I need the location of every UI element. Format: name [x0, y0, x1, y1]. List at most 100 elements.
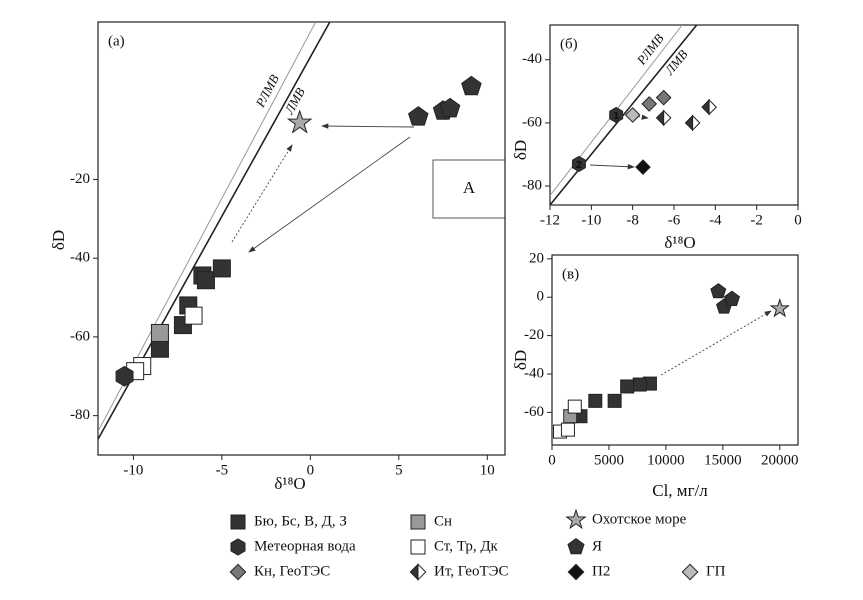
diamond-marker [681, 563, 699, 581]
line-label: ЛМВ [281, 85, 308, 117]
x-axis-label: δ¹⁸O [274, 474, 305, 493]
pentagon-marker [567, 537, 585, 555]
diamond-marker [641, 96, 658, 112]
line-label: РЛМВ [633, 31, 667, 68]
square-marker [196, 271, 215, 290]
y-axis-label: δD [511, 350, 530, 370]
y-tick-label: 0 [537, 289, 545, 305]
y-tick-label: -40 [524, 365, 544, 381]
legend-label: Я [592, 538, 602, 554]
y-tick-label: -40 [70, 250, 90, 266]
x-tick-label: -8 [626, 212, 639, 228]
square-marker [607, 393, 622, 408]
x-tick-label: -10 [123, 462, 143, 478]
half-diamond-marker [701, 98, 717, 116]
x-tick-label: 0 [794, 212, 802, 228]
pentagon-marker [710, 283, 727, 299]
star-marker [565, 508, 587, 530]
legend-label: ГП [706, 563, 726, 579]
x-tick-label: 20000 [761, 452, 799, 468]
x-axis-label: δ¹⁸O [664, 233, 695, 252]
legend-label: Ст, Тр, Дк [434, 538, 499, 554]
x-axis-label: Cl, мг/л [652, 481, 708, 500]
y-tick-label: -20 [70, 171, 90, 187]
x-tick-label: -4 [709, 212, 722, 228]
line-label: ЛМВ [661, 47, 691, 79]
x-tick-label: -12 [540, 212, 560, 228]
legend-label: Ит, ГеоТЭС [434, 563, 509, 579]
half-diamond-marker [684, 114, 701, 132]
star-marker [769, 298, 790, 318]
square-marker [410, 539, 426, 555]
half-diamond-marker [655, 109, 672, 127]
half-diamond-marker [409, 563, 427, 581]
x-tick-label: 10000 [647, 452, 685, 468]
hexagon-marker [230, 538, 246, 556]
x-tick-label: 10 [480, 462, 495, 478]
legend-label: Бю, Бс, В, Д, З [254, 513, 347, 529]
half-right [692, 114, 701, 132]
square-marker [150, 323, 169, 342]
x-tick-label: -5 [216, 462, 229, 478]
panel-label: (б) [560, 36, 578, 52]
plot-frame [551, 254, 799, 446]
hexagon-marker [609, 106, 624, 124]
diamond-marker [655, 89, 672, 106]
arrow [231, 144, 293, 243]
y-tick-label: -60 [522, 114, 542, 130]
y-tick-label: -40 [522, 51, 542, 67]
pentagon-marker [408, 106, 429, 126]
square-marker [632, 377, 647, 392]
x-tick-label: 0 [548, 452, 556, 468]
diamond-marker [624, 107, 641, 123]
pentagon-marker [723, 290, 740, 306]
arrow [248, 136, 411, 253]
square-marker [560, 422, 575, 437]
x-tick-label: 15000 [704, 452, 742, 468]
pentagon-marker [461, 75, 482, 96]
star-marker [286, 109, 313, 134]
square-marker [410, 514, 426, 530]
x-tick-label: 5 [395, 462, 403, 478]
square-marker [212, 259, 231, 278]
half-left [684, 114, 694, 132]
y-tick-label: 20 [529, 250, 544, 266]
legend-label: Метеорная вода [254, 538, 356, 554]
square-marker [184, 306, 203, 325]
x-tick-label: 5000 [594, 452, 624, 468]
y-tick-label: -60 [70, 328, 90, 344]
line-label: РЛМВ [252, 72, 282, 110]
diamond-marker [229, 563, 247, 581]
zone-box [432, 159, 506, 219]
water-line [550, 25, 698, 205]
half-right [663, 109, 672, 127]
x-tick-label: 0 [307, 462, 315, 478]
arrow [660, 310, 772, 376]
diamond-marker [635, 159, 651, 176]
legend-label: П2 [592, 563, 610, 579]
hexagon-marker [115, 365, 134, 387]
y-tick-label: -80 [70, 407, 90, 423]
pentagon-marker [439, 97, 461, 118]
half-left [409, 563, 419, 581]
legend-label: Кн, ГеоТЭС [254, 563, 330, 579]
x-tick-label: -10 [581, 212, 601, 228]
x-tick-label: -6 [668, 212, 681, 228]
zone-label: A [463, 178, 476, 197]
legend-label: Охотское море [592, 511, 687, 527]
plot-frame [97, 21, 506, 456]
arrow [589, 164, 635, 170]
square-marker [230, 514, 246, 530]
x-tick-label: -2 [750, 212, 763, 228]
y-tick-label: -80 [522, 177, 542, 193]
square-marker [567, 399, 582, 414]
point-label: 1 [613, 111, 620, 122]
y-tick-label: -20 [524, 327, 544, 343]
hexagon-marker [572, 155, 586, 172]
square-marker [620, 379, 635, 394]
y-tick-label: -60 [524, 404, 544, 420]
square-marker [588, 393, 603, 408]
panel-label: (в) [562, 266, 579, 282]
y-axis-label: δD [511, 140, 530, 160]
